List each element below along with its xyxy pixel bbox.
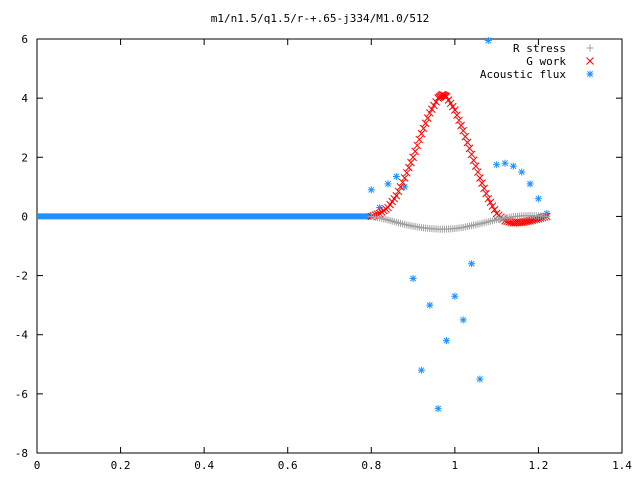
point-acoustic-flux [526, 180, 534, 188]
point-g-work [461, 132, 470, 141]
x-tick-label: 1 [452, 459, 459, 472]
point-acoustic-flux [384, 180, 392, 188]
y-tick-label: -6 [15, 388, 28, 401]
series-g-work [367, 90, 551, 227]
y-tick-label: 0 [21, 210, 28, 223]
point-g-work [469, 156, 478, 165]
point-g-work [486, 198, 495, 207]
point-g-work [459, 126, 468, 135]
x-tick-label: 0.6 [278, 459, 298, 472]
point-acoustic-flux [501, 159, 509, 167]
point-g-work [421, 119, 430, 128]
legend-marker-r-stress [586, 44, 594, 52]
x-tick-label: 0 [34, 459, 41, 472]
point-g-work [415, 135, 424, 144]
x-tick-label: 1.4 [612, 459, 632, 472]
point-g-work [453, 111, 461, 119]
point-g-work [405, 163, 413, 172]
point-g-work [451, 106, 459, 114]
point-g-work [398, 178, 407, 187]
x-tick-label: 0.8 [361, 459, 381, 472]
point-g-work [457, 121, 465, 130]
point-g-work [467, 150, 476, 159]
point-g-work [425, 109, 434, 117]
point-g-work [465, 144, 474, 153]
point-acoustic-flux [426, 301, 434, 309]
legend-marker-g-work [586, 57, 594, 65]
point-g-work [428, 105, 436, 114]
point-g-work [411, 147, 420, 156]
legend-label-g-work: G work [526, 55, 566, 68]
x-tick-label: 0.2 [111, 459, 131, 472]
point-g-work [392, 191, 401, 200]
point-g-work [419, 124, 428, 133]
point-g-work [407, 158, 415, 167]
point-g-work [448, 102, 457, 111]
point-r-stress [543, 212, 551, 220]
plot-border [36, 38, 623, 454]
point-g-work [400, 174, 409, 182]
point-g-work [413, 141, 422, 150]
point-acoustic-flux [409, 275, 417, 283]
point-acoustic-flux [493, 161, 501, 169]
point-g-work [473, 168, 482, 176]
point-g-work [478, 179, 486, 188]
point-g-work [430, 101, 438, 110]
y-tick-label: 2 [21, 151, 28, 164]
point-acoustic-flux [476, 375, 484, 383]
data-layer [37, 36, 551, 413]
point-acoustic-flux [392, 173, 400, 181]
point-g-work [417, 129, 426, 138]
x-tick-label: 0.4 [194, 459, 214, 472]
point-g-work [402, 168, 411, 177]
x-tick-label: 1.2 [528, 459, 548, 472]
point-acoustic-flux [451, 292, 459, 300]
point-g-work [444, 96, 453, 104]
point-g-work [455, 116, 463, 125]
legend-marker-acoustic-flux [586, 70, 594, 78]
legend-label-r-stress: R stress [513, 42, 566, 55]
point-g-work [442, 92, 451, 101]
series-r-stress [367, 212, 551, 233]
point-g-work [476, 174, 484, 182]
y-tick-label: 6 [21, 33, 28, 46]
point-acoustic-flux [534, 195, 542, 203]
point-acoustic-flux [484, 36, 492, 44]
legend-label-acoustic-flux: Acoustic flux [480, 68, 566, 81]
point-acoustic-flux [367, 186, 375, 194]
chart-title: m1/n1.5/q1.5/r-+.65-j334/M1.0/512 [211, 12, 430, 25]
point-g-work [396, 183, 405, 191]
point-g-work [394, 187, 403, 196]
point-acoustic-flux [417, 366, 425, 374]
point-g-work [482, 189, 491, 198]
axes-layer: 0 0.2 0.4 0.6 0.8 1 1.2 1.4 -8 -6 -4 -2 0 2 4 6 [15, 33, 633, 472]
point-g-work [446, 99, 455, 108]
point-acoustic-flux [434, 405, 442, 413]
point-acoustic-flux [518, 168, 526, 176]
point-g-work [409, 153, 417, 162]
y-tick-label: -4 [15, 329, 29, 342]
point-g-work [488, 202, 497, 210]
point-g-work [484, 194, 493, 203]
point-g-work [423, 114, 432, 122]
point-g-work [480, 184, 488, 193]
point-acoustic-flux [468, 260, 476, 268]
point-g-work [432, 97, 440, 106]
y-tick-label: 4 [21, 92, 28, 105]
point-acoustic-flux [459, 316, 467, 324]
point-g-work [471, 162, 480, 171]
point-acoustic-flux [443, 337, 450, 345]
y-tick-label: -2 [15, 270, 28, 283]
y-tick-label: -8 [15, 447, 28, 460]
point-g-work [463, 138, 472, 147]
point-g-work [490, 205, 499, 214]
point-acoustic-flux [509, 162, 517, 170]
